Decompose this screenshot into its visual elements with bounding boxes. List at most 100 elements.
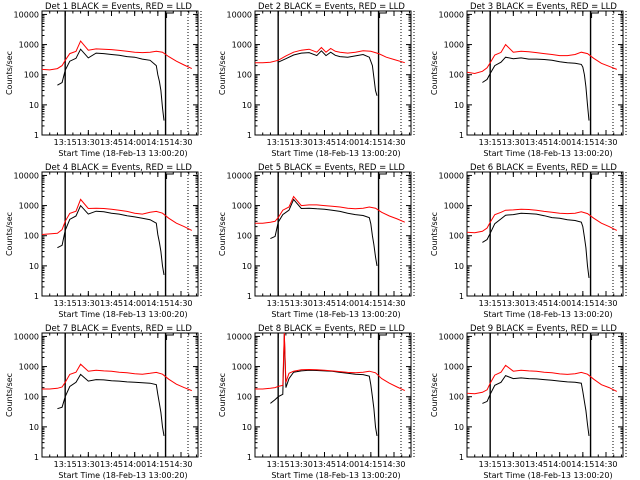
x-tick-label: 13:30 bbox=[290, 460, 313, 469]
y-tick-label: 1000 bbox=[444, 363, 464, 372]
x-tick-label: 14:15 bbox=[146, 460, 169, 469]
x-tick-label: 14:15 bbox=[146, 138, 169, 147]
panel-det-1: 1 10 100 1000 10000 13:15 13:30 13:45 14:00 14:15… bbox=[5, 2, 202, 158]
x-axis-label: Start Time (18-Feb-13 13:00:20) bbox=[483, 149, 612, 158]
y-tick-label: 100 bbox=[449, 393, 464, 402]
x-tick-label: 14:15 bbox=[146, 299, 169, 308]
panel-det-7: 1 10 100 1000 10000 13:15 13:30 13:45 14:00 14:15… bbox=[5, 324, 202, 480]
event-end-bracket bbox=[166, 173, 174, 179]
x-tick-label: 13:15 bbox=[479, 460, 502, 469]
y-tick-label: 100 bbox=[237, 232, 252, 241]
x-axis-label: Start Time (18-Feb-13 13:00:20) bbox=[58, 149, 187, 158]
events-series-line bbox=[482, 56, 590, 121]
y-tick-label: 1 bbox=[34, 453, 39, 462]
y-tick-label: 1 bbox=[247, 131, 252, 140]
events-series-line bbox=[57, 48, 165, 121]
x-axis-label: Start Time (18-Feb-13 13:00:20) bbox=[58, 471, 187, 480]
plot-frame bbox=[254, 171, 412, 297]
x-tick-label: 13:45 bbox=[313, 138, 336, 147]
panel-det-2: 1 10 100 1000 10000 13:15 13:30 13:45 14:00 14:15… bbox=[218, 2, 415, 158]
y-tick-label: 1000 bbox=[19, 363, 39, 372]
x-tick-label: 14:00 bbox=[123, 138, 146, 147]
y-tick-label: 1 bbox=[459, 453, 464, 462]
y-tick-label: 1000 bbox=[444, 41, 464, 50]
x-tick-label: 13:15 bbox=[54, 460, 77, 469]
y-tick-label: 10000 bbox=[227, 171, 252, 180]
y-tick-label: 10000 bbox=[227, 10, 252, 19]
x-tick-label: 13:15 bbox=[54, 138, 77, 147]
event-end-bracket bbox=[591, 173, 599, 179]
events-series-line bbox=[270, 198, 378, 266]
x-tick-label: 14:00 bbox=[548, 138, 571, 147]
x-tick-label: 14:15 bbox=[571, 460, 594, 469]
panel-title: Det 4 BLACK = Events, RED = LLD bbox=[45, 163, 192, 173]
y-tick-label: 10 bbox=[454, 423, 464, 432]
plot-frame bbox=[466, 10, 624, 136]
x-tick-label: 14:00 bbox=[336, 138, 359, 147]
y-tick-label: 10 bbox=[454, 262, 464, 271]
y-tick-label: 100 bbox=[237, 71, 252, 80]
y-tick-label: 1000 bbox=[232, 202, 252, 211]
panel-det-3: 1 10 100 1000 10000 13:15 13:30 13:45 14:00 14:15… bbox=[430, 2, 627, 158]
events-series-line bbox=[482, 374, 590, 436]
x-axis-label: Start Time (18-Feb-13 13:00:20) bbox=[58, 310, 187, 319]
events-series-line bbox=[57, 204, 165, 275]
x-tick-label: 13:15 bbox=[267, 460, 290, 469]
y-tick-label: 10000 bbox=[439, 332, 464, 341]
y-tick-label: 10 bbox=[29, 423, 39, 432]
y-tick-label: 10 bbox=[29, 262, 39, 271]
y-tick-label: 10 bbox=[242, 262, 252, 271]
panel-det-8: 1 10 100 1000 10000 13:15 13:30 13:45 14:00 14:15… bbox=[218, 324, 415, 480]
lld-series-line bbox=[467, 208, 618, 234]
y-tick-label: 100 bbox=[24, 71, 39, 80]
plot-frame bbox=[466, 332, 624, 458]
x-tick-label: 13:30 bbox=[290, 299, 313, 308]
lld-series-line bbox=[42, 198, 193, 235]
event-end-bracket bbox=[591, 334, 599, 340]
x-tick-label: 14:30 bbox=[382, 299, 405, 308]
x-tick-label: 13:45 bbox=[100, 138, 123, 147]
x-tick-label: 13:45 bbox=[525, 138, 548, 147]
x-tick-label: 13:15 bbox=[479, 138, 502, 147]
x-tick-label: 14:00 bbox=[548, 299, 571, 308]
x-tick-label: 14:30 bbox=[169, 299, 192, 308]
x-tick-label: 14:00 bbox=[548, 460, 571, 469]
lld-series-line bbox=[255, 333, 406, 392]
x-tick-label: 14:15 bbox=[359, 299, 382, 308]
x-tick-label: 13:15 bbox=[267, 138, 290, 147]
y-tick-label: 100 bbox=[24, 232, 39, 241]
panel-title: Det 7 BLACK = Events, RED = LLD bbox=[45, 324, 192, 334]
y-tick-label: 1 bbox=[459, 131, 464, 140]
x-tick-label: 13:30 bbox=[77, 299, 100, 308]
y-tick-label: 10 bbox=[29, 101, 39, 110]
lld-series-line bbox=[255, 46, 405, 64]
x-tick-label: 14:00 bbox=[123, 460, 146, 469]
y-tick-label: 1000 bbox=[232, 363, 252, 372]
events-series-line bbox=[277, 50, 378, 96]
plot-frame bbox=[254, 332, 412, 458]
x-tick-label: 13:45 bbox=[100, 460, 123, 469]
panel-title: Det 8 BLACK = Events, RED = LLD bbox=[258, 324, 405, 334]
y-axis-label: Counts/sec bbox=[5, 373, 14, 417]
y-tick-label: 1000 bbox=[232, 41, 252, 50]
x-tick-label: 13:45 bbox=[313, 299, 336, 308]
y-axis-label: Counts/sec bbox=[5, 51, 14, 95]
x-tick-label: 13:15 bbox=[54, 299, 77, 308]
panel-title: Det 2 BLACK = Events, RED = LLD bbox=[258, 2, 405, 12]
x-tick-label: 14:30 bbox=[594, 299, 617, 308]
y-tick-label: 1 bbox=[34, 292, 39, 301]
x-tick-label: 13:45 bbox=[100, 299, 123, 308]
y-tick-label: 10 bbox=[242, 423, 252, 432]
event-end-bracket bbox=[166, 12, 174, 18]
y-tick-label: 1 bbox=[247, 453, 252, 462]
plot-frame bbox=[41, 332, 199, 458]
y-axis-label: Counts/sec bbox=[5, 212, 14, 256]
x-tick-label: 13:15 bbox=[267, 299, 290, 308]
y-tick-label: 1000 bbox=[19, 202, 39, 211]
y-tick-label: 100 bbox=[449, 232, 464, 241]
y-tick-label: 1 bbox=[459, 292, 464, 301]
y-axis-label: Counts/sec bbox=[430, 373, 439, 417]
y-axis-label: Counts/sec bbox=[218, 212, 227, 256]
y-tick-label: 10000 bbox=[439, 171, 464, 180]
